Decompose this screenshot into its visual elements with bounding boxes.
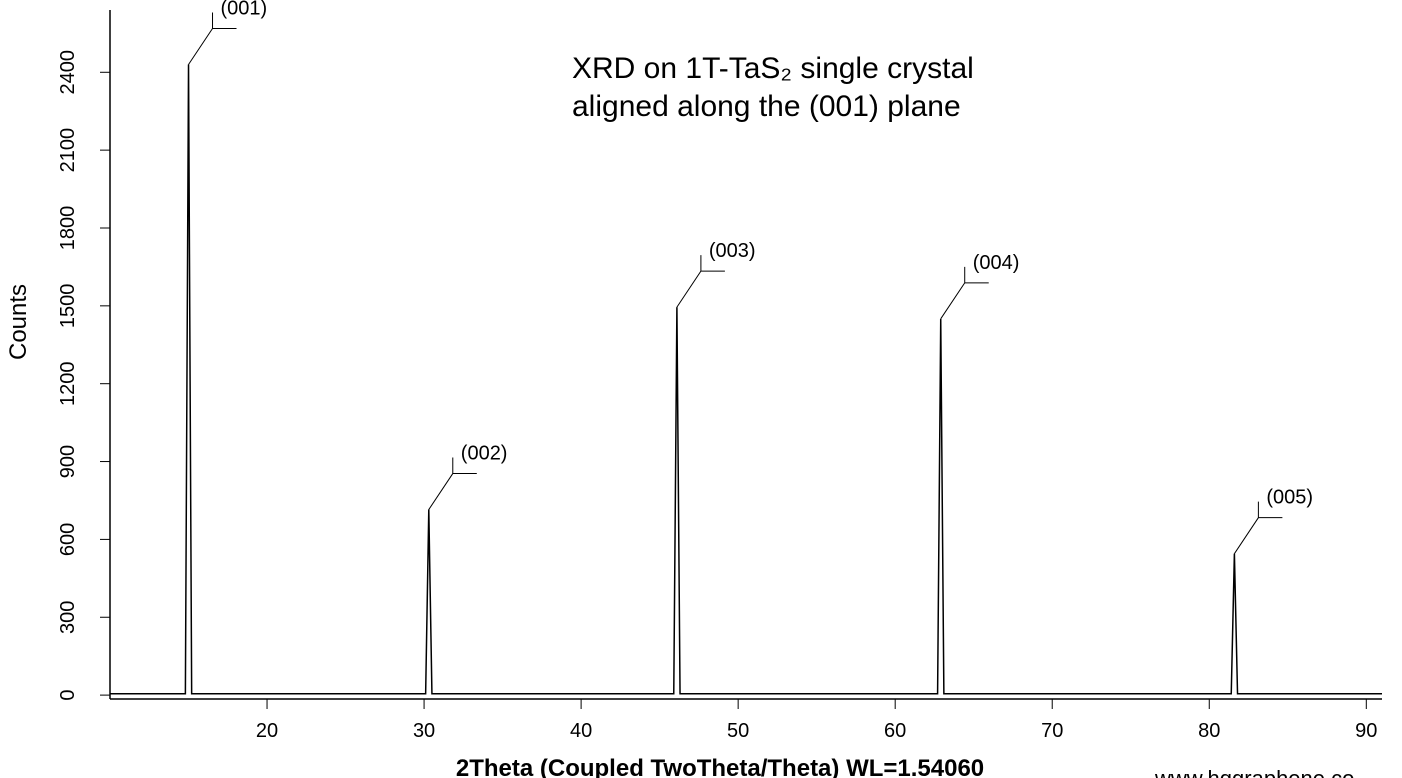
y-tick-label: 0	[57, 690, 79, 701]
annotation-leader	[1233, 501, 1283, 554]
annotation: (005)	[1266, 487, 1313, 509]
watermark: www.hqgraphene.co	[1154, 766, 1354, 778]
annotation: (002)	[461, 443, 508, 465]
x-tick-label: 60	[884, 720, 906, 742]
data-line	[110, 64, 1382, 695]
annotation-leader	[676, 255, 725, 308]
y-axis-label: Counts	[5, 284, 32, 360]
annotation-leader	[940, 266, 989, 320]
x-tick-label: 30	[413, 720, 435, 742]
chart-title: XRD on 1T-TaS₂ single crystal	[572, 52, 974, 85]
x-tick-label: 80	[1198, 720, 1220, 742]
y-tick-label: 600	[57, 523, 79, 556]
y-tick-label: 900	[57, 445, 79, 478]
annotation: (003)	[709, 240, 756, 262]
x-tick-label: 90	[1355, 720, 1377, 742]
annotation: (004)	[973, 252, 1020, 274]
x-tick-label: 20	[256, 720, 278, 742]
y-tick-label: 300	[57, 601, 79, 634]
y-tick-label: 2100	[57, 128, 79, 173]
y-tick-label: 1200	[57, 361, 79, 406]
x-tick-label: 50	[727, 720, 749, 742]
x-tick-label: 70	[1041, 720, 1063, 742]
annotation-leader	[188, 12, 237, 65]
annotation-leader	[428, 457, 477, 510]
chart-subtitle: aligned along the (001) plane	[572, 90, 961, 123]
y-tick-label: 2400	[57, 50, 79, 95]
y-tick-label: 1800	[57, 206, 79, 251]
x-axis-label: 2Theta (Coupled TwoTheta/Theta) WL=1.540…	[456, 755, 984, 778]
annotation: (001)	[221, 0, 268, 19]
x-tick-label: 40	[570, 720, 592, 742]
y-tick-label: 1500	[57, 284, 79, 329]
